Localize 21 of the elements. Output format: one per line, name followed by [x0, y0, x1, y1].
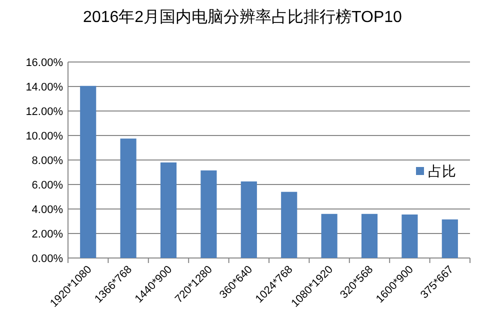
bar	[160, 162, 177, 258]
y-tick-label: 0.00%	[32, 253, 64, 265]
y-tick-label: 12.00%	[26, 106, 64, 118]
y-tick-label: 2.00%	[32, 228, 64, 240]
y-tick-label: 10.00%	[26, 130, 64, 142]
legend-label: 占比	[428, 163, 456, 179]
bar	[200, 170, 217, 258]
y-tick-label: 14.00%	[26, 82, 64, 94]
bar	[240, 181, 257, 258]
y-tick-label: 6.00%	[32, 180, 64, 192]
bar	[442, 219, 458, 258]
y-tick-label: 4.00%	[32, 204, 64, 216]
chart-title: 2016年2月国内电脑分辨率占比排行榜TOP10	[83, 8, 402, 26]
y-tick-label: 16.00%	[26, 57, 64, 69]
bar	[120, 138, 136, 258]
bar	[402, 214, 418, 258]
bar	[321, 214, 338, 258]
y-tick-label: 8.00%	[32, 155, 64, 167]
bar	[281, 192, 298, 258]
bar	[80, 86, 96, 258]
bar	[361, 214, 378, 258]
